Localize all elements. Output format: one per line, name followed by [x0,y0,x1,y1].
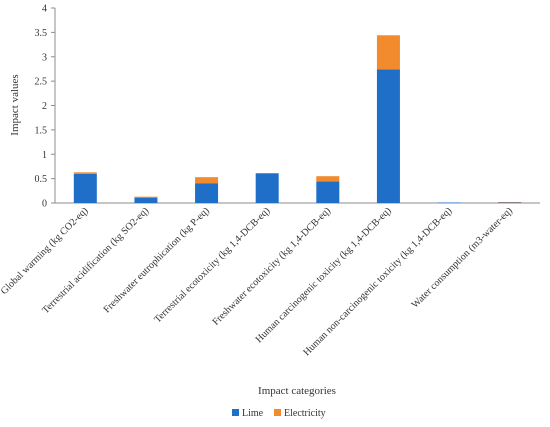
y-tick-label: 4 [42,4,47,15]
x-axis-title: Impact categories [258,385,336,397]
y-axis: 0 0.5 1 1.5 2 2.5 3 3.5 4 [35,4,56,210]
legend: Lime Electricity [232,408,326,419]
x-category-labels: Global warming (kg CO2-eq)Terrestrial ac… [0,205,515,358]
bars [73,35,522,203]
bar-lime-0 [73,173,97,203]
legend-swatch-lime [232,409,239,416]
y-tick-label: 1 [42,150,47,161]
x-category-label-2: Freshwater eutrophication (kg P-eq) [102,205,212,315]
bar-electricity-5 [376,35,400,70]
bar-electricity-2 [195,177,219,184]
bar-lime-1 [134,197,158,203]
y-ticks: 0 0.5 1 1.5 2 2.5 3 3.5 4 [35,4,55,210]
x-category-label-7: Water consumption (m3-water-eq) [410,205,515,310]
bar-lime-5 [376,69,400,203]
x-category-label-1: Terrestrial acidification (kg SO2-eq) [40,205,151,316]
y-tick-label: 3 [42,52,47,63]
bar-electricity-4 [316,176,340,182]
y-tick-label: 2 [42,101,47,112]
y-tick-label: 0.5 [35,174,48,185]
legend-label-lime: Lime [242,408,264,419]
bar-electricity-0 [73,172,97,174]
x-category-label-4: Freshwater ecotoxicity (kg 1,4-DCB-eq) [210,205,332,327]
bar-lime-2 [195,183,219,203]
y-tick-label: 3.5 [35,28,48,39]
x-category-label-5: Human carcinogenic toxicity (kg 1,4-DCB-… [254,205,394,345]
x-category-label-3: Terrestrial ecotoxicity (kg 1,4-DCB-eq) [152,205,272,325]
bar-lime-4 [316,181,340,203]
bar-electricity-1 [134,196,158,198]
legend-label-electricity: Electricity [284,408,326,419]
y-tick-label: 2.5 [35,77,48,88]
legend-swatch-electricity [274,409,281,416]
y-tick-label: 0 [42,199,47,210]
bar-lime-3 [255,173,279,203]
y-axis-title: Impact values [9,74,21,135]
y-tick-label: 1.5 [35,125,48,136]
